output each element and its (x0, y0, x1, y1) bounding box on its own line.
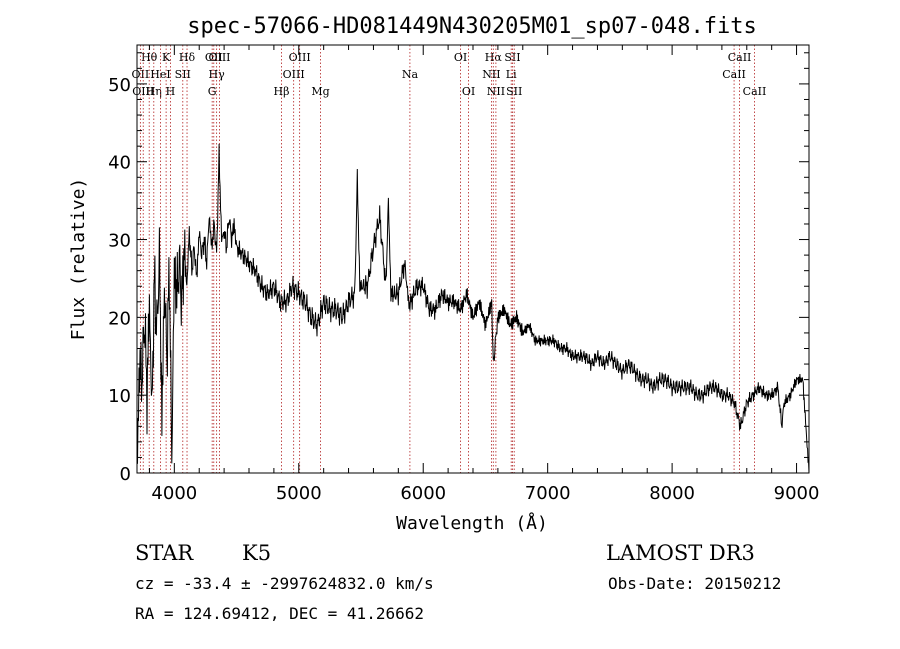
spectral-line-label: CaII (722, 68, 746, 81)
spectrum-line (136, 143, 810, 474)
survey-label: LAMOST DR3 (606, 541, 755, 565)
spectral-line-label: SII (504, 51, 520, 64)
spectral-line-label: Hδ (179, 51, 196, 64)
plot-frame (136, 44, 810, 474)
y-tick-label: 30 (108, 231, 131, 252)
spectral-line-label: Mg (311, 85, 329, 98)
coordinates: RA = 124.69412, DEC = 41.26662 (135, 604, 424, 623)
y-axis-label: Flux (relative) (68, 178, 89, 341)
spectral-line-label: OI (462, 85, 475, 98)
spectral-line-label: Hη (146, 85, 162, 98)
spectral-line-label: SII (506, 85, 522, 98)
spectral-line-label: CaII (743, 85, 767, 98)
subclass-label: K5 (242, 541, 271, 565)
spectral-line-label: CaII (728, 51, 752, 64)
spectral-line-label: OIII (208, 51, 230, 64)
y-tick-label: 20 (108, 308, 131, 329)
spectral-line-label: SII (175, 68, 191, 81)
x-tick-label: 6000 (400, 483, 446, 504)
class-label: STAR (135, 541, 194, 565)
spectral-line-label: OIII (289, 51, 311, 64)
spectral-line-label: NII (487, 85, 505, 98)
spectral-line-label: Na (402, 68, 419, 81)
x-axis-label: Wavelength (Å) (396, 512, 548, 534)
chart-title: spec-57066-HD081449N430205M01_sp07-048.f… (187, 14, 757, 39)
y-tick-label: 10 (108, 386, 131, 407)
y-tick-label: 50 (108, 75, 131, 96)
spectral-line-label: NII (482, 68, 500, 81)
spectral-line-label: HeI (150, 68, 170, 81)
spectral-line-label: OIII (283, 68, 305, 81)
spectral-line-label: K (162, 51, 171, 64)
obs-date: Obs-Date: 20150212 (608, 574, 781, 593)
x-tick-label: 8000 (649, 483, 695, 504)
spectral-line-label: Hγ (209, 68, 226, 81)
spectral-line-label: Hα (485, 51, 503, 64)
spectral-line-label: G (208, 85, 217, 98)
y-tick-label: 0 (120, 464, 131, 485)
spectral-line-label: Li (506, 68, 517, 81)
y-tick-label: 40 (108, 153, 131, 174)
spectral-line-label: Hθ (141, 51, 158, 64)
spectral-line-label: H (166, 85, 176, 98)
x-tick-label: 9000 (774, 483, 820, 504)
spectral-line-label: OIII (132, 85, 154, 98)
spectral-line-label: OII (205, 51, 223, 64)
spectral-line-label: OI (454, 51, 467, 64)
axes: 4000 5000 6000 7000 8000 9000 0 10 20 30 40 50 (108, 45, 819, 504)
spectral-line-label: Hβ (274, 85, 290, 98)
spectral-line-label: OII (132, 68, 150, 81)
redshift-readout: cz = -33.4 ± -2997624832.0 km/s (135, 574, 434, 593)
x-tick-label: 5000 (276, 483, 322, 504)
x-tick-label: 7000 (525, 483, 571, 504)
x-tick-label: 4000 (151, 483, 197, 504)
